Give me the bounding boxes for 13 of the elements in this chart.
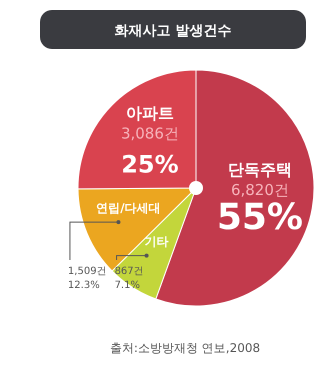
chart-title: 화재사고 발생건수 <box>114 23 232 39</box>
data-label: 6,820건 <box>230 181 289 200</box>
text: 12.3% <box>68 280 100 291</box>
data-label: 1,509건 <box>68 266 107 277</box>
text: 55% <box>216 197 304 238</box>
slice-label: 아파트 <box>126 103 174 122</box>
text: 25% <box>121 150 179 178</box>
source-note: 출처:소방방재청 연보,2008 <box>110 341 260 355</box>
data-label: 867건 <box>114 266 144 277</box>
data-label: 3,086건 <box>120 124 179 142</box>
slice-label: 기타 <box>144 234 169 249</box>
slice-label: 단독주택 <box>228 160 292 180</box>
slice-label: 연립/다세대 <box>96 201 161 216</box>
